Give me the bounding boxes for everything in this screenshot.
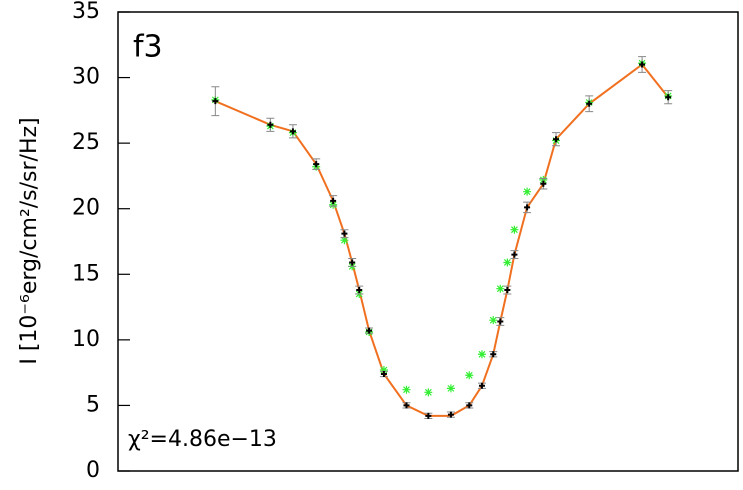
data-point bbox=[540, 180, 547, 187]
data-point bbox=[478, 382, 485, 389]
plot-frame bbox=[117, 11, 739, 472]
model-star bbox=[465, 371, 474, 380]
data-point bbox=[289, 128, 296, 135]
y-tick-label: 20 bbox=[72, 196, 100, 221]
data-point bbox=[341, 230, 348, 237]
data-point bbox=[330, 197, 337, 204]
y-tick-label: 30 bbox=[72, 65, 100, 90]
data-point bbox=[504, 287, 511, 294]
y-tick-label: 15 bbox=[72, 261, 100, 286]
model-star bbox=[477, 350, 486, 359]
fit-line bbox=[214, 63, 669, 417]
panel-label: f3 bbox=[133, 30, 163, 65]
y-tick-label: 35 bbox=[72, 0, 100, 24]
data-point bbox=[366, 327, 373, 334]
model-star bbox=[523, 187, 532, 196]
data-point bbox=[524, 204, 531, 211]
data-point bbox=[313, 161, 320, 168]
model-star bbox=[340, 236, 349, 245]
data-point bbox=[267, 121, 274, 128]
data-point bbox=[447, 411, 454, 418]
model-star bbox=[446, 384, 455, 393]
data-point bbox=[349, 259, 356, 266]
y-tick-label: 10 bbox=[72, 327, 100, 352]
data-point bbox=[639, 61, 646, 68]
model-star bbox=[503, 258, 512, 267]
data-point bbox=[490, 351, 497, 358]
y-tick-label: 25 bbox=[72, 130, 100, 155]
data-point bbox=[553, 136, 560, 143]
data-point bbox=[665, 94, 672, 101]
data-point bbox=[403, 402, 410, 409]
y-axis-label: I [10⁻⁶erg/cm²/s/sr/Hz] bbox=[17, 117, 42, 364]
y-tick-label: 0 bbox=[86, 458, 100, 483]
model-star bbox=[510, 225, 519, 234]
data-point bbox=[356, 287, 363, 294]
chi-square-label: χ²=4.86e−13 bbox=[128, 427, 277, 452]
model-star bbox=[402, 385, 411, 394]
data-point bbox=[511, 251, 518, 258]
data-point bbox=[497, 318, 504, 325]
data-point bbox=[586, 100, 593, 107]
model-star bbox=[496, 284, 505, 293]
data-point bbox=[466, 402, 473, 409]
model-star bbox=[489, 316, 498, 325]
data-point bbox=[212, 98, 219, 105]
model-star bbox=[424, 388, 433, 397]
data-point bbox=[380, 370, 387, 377]
y-tick-label: 5 bbox=[86, 392, 100, 417]
model-star bbox=[379, 366, 388, 375]
data-point bbox=[425, 412, 432, 419]
